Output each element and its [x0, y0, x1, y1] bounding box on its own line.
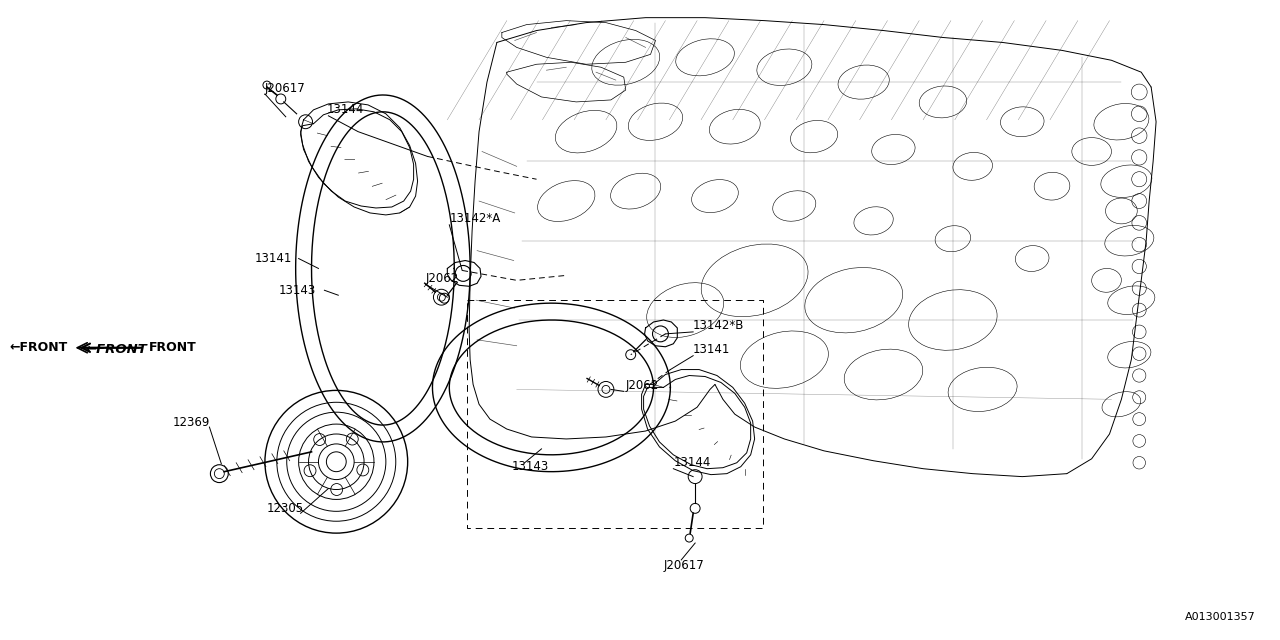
Text: ←FRONT: ←FRONT — [86, 343, 147, 356]
Text: ←FRONT: ←FRONT — [9, 341, 68, 355]
Text: J20617: J20617 — [265, 81, 306, 95]
Text: 13143: 13143 — [279, 284, 316, 297]
Text: 13141: 13141 — [255, 252, 292, 265]
Text: 13144: 13144 — [326, 103, 364, 116]
Text: 13142*A: 13142*A — [449, 212, 500, 225]
Text: 13144: 13144 — [673, 456, 710, 469]
Text: J2062: J2062 — [425, 272, 458, 285]
Text: 13143: 13143 — [512, 460, 549, 473]
Text: FRONT: FRONT — [148, 341, 197, 355]
Text: 12305: 12305 — [268, 502, 305, 515]
Text: 12369: 12369 — [173, 415, 210, 429]
Text: A013001357: A013001357 — [1184, 612, 1256, 622]
Text: J20617: J20617 — [663, 559, 704, 572]
Text: 13141: 13141 — [694, 343, 731, 356]
Text: 13142*B: 13142*B — [694, 319, 745, 332]
Text: J2062: J2062 — [626, 379, 659, 392]
